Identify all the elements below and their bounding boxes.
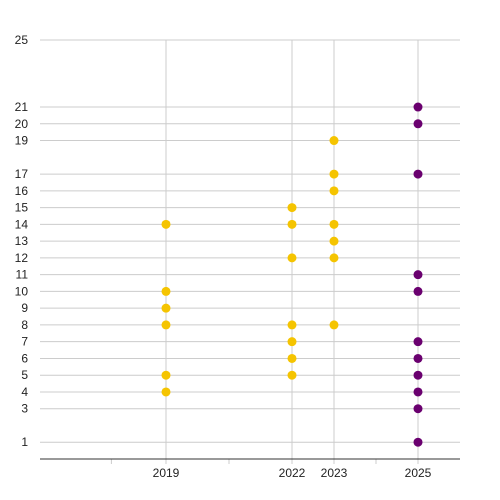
data-point <box>161 303 171 313</box>
x-tick-labels: 2019 2022 2023 2025 <box>153 466 432 480</box>
data-point <box>287 203 297 213</box>
y-tick-label: 19 <box>15 134 29 148</box>
grid-lines <box>40 39 460 459</box>
data-points <box>161 102 423 447</box>
data-point <box>329 219 339 229</box>
x-tick-label: 2023 <box>321 466 348 480</box>
y-tick-label: 9 <box>21 301 28 315</box>
data-point <box>287 353 297 363</box>
y-tick-label: 3 <box>21 402 28 416</box>
x-tick-label: 2022 <box>279 466 306 480</box>
y-tick-label: 13 <box>15 234 29 248</box>
data-point <box>287 219 297 229</box>
y-tick-label: 21 <box>15 100 29 114</box>
data-point <box>329 253 339 263</box>
y-tick-label: 16 <box>15 184 29 198</box>
data-point <box>413 119 423 129</box>
y-tick-label: 14 <box>15 217 29 231</box>
data-point <box>413 337 423 347</box>
y-tick-label: 17 <box>15 167 29 181</box>
data-point <box>413 169 423 179</box>
y-tick-label: 12 <box>15 251 29 265</box>
data-point <box>161 370 171 380</box>
y-tick-label: 20 <box>15 117 29 131</box>
data-point <box>161 320 171 330</box>
data-point <box>413 404 423 414</box>
data-point <box>413 370 423 380</box>
y-tick-label: 5 <box>21 368 28 382</box>
y-tick-label: 10 <box>15 284 29 298</box>
data-point <box>413 437 423 447</box>
data-point <box>413 270 423 280</box>
data-point <box>287 320 297 330</box>
data-point <box>413 353 423 363</box>
x-tick-label: 2025 <box>405 466 432 480</box>
data-point <box>287 337 297 347</box>
data-point <box>413 286 423 296</box>
data-point <box>329 186 339 196</box>
data-point <box>413 102 423 112</box>
data-point <box>161 387 171 397</box>
y-tick-label: 8 <box>21 318 28 332</box>
data-point <box>287 253 297 263</box>
data-point <box>329 169 339 179</box>
y-tick-label: 11 <box>16 268 29 282</box>
y-tick-label: 7 <box>21 335 28 349</box>
data-point <box>161 219 171 229</box>
y-tick-label: 1 <box>21 435 28 449</box>
y-tick-label: 15 <box>15 201 29 215</box>
data-point <box>329 320 339 330</box>
data-point <box>161 286 171 296</box>
data-point <box>287 370 297 380</box>
x-tick-label: 2019 <box>153 466 180 480</box>
y-tick-label: 6 <box>21 351 28 365</box>
data-point <box>329 136 339 146</box>
y-tick-label: 25 <box>15 33 29 47</box>
data-point <box>329 236 339 246</box>
data-point <box>413 387 423 397</box>
x-axis <box>40 458 460 464</box>
y-tick-label: 4 <box>21 385 28 399</box>
